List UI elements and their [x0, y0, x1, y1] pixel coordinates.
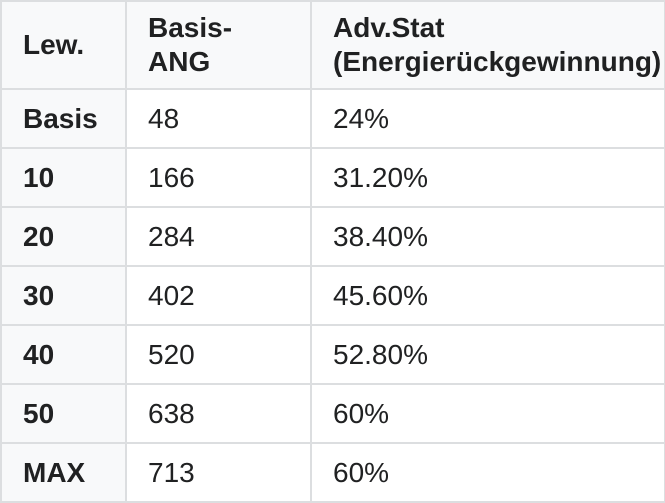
- cell-level: MAX: [0, 442, 127, 503]
- cell-level: 50: [0, 383, 127, 444]
- cell-level: 40: [0, 324, 127, 385]
- table-row: 40 520 52.80%: [0, 324, 665, 385]
- table-row: 50 638 60%: [0, 383, 665, 444]
- cell-basis-ang: 713: [125, 442, 312, 503]
- cell-basis-ang: 402: [125, 265, 312, 326]
- table-header-row: Lew. Basis-ANG Adv.Stat (Energierückgewi…: [0, 0, 665, 90]
- cell-basis-ang: 48: [125, 88, 312, 149]
- cell-level: 10: [0, 147, 127, 208]
- col-header-basis-ang: Basis-ANG: [125, 0, 312, 90]
- col-header-level: Lew.: [0, 0, 127, 90]
- cell-adv-stat: 60%: [310, 442, 665, 503]
- table-row: 10 166 31.20%: [0, 147, 665, 208]
- cell-level: Basis: [0, 88, 127, 149]
- cell-basis-ang: 638: [125, 383, 312, 444]
- cell-adv-stat: 60%: [310, 383, 665, 444]
- cell-basis-ang: 166: [125, 147, 312, 208]
- cell-adv-stat: 52.80%: [310, 324, 665, 385]
- cell-adv-stat: 31.20%: [310, 147, 665, 208]
- cell-basis-ang: 520: [125, 324, 312, 385]
- table-row: 30 402 45.60%: [0, 265, 665, 326]
- table-row: MAX 713 60%: [0, 442, 665, 503]
- cell-adv-stat: 24%: [310, 88, 665, 149]
- col-header-adv-stat: Adv.Stat (Energierückgewinnung): [310, 0, 665, 90]
- table-row: 20 284 38.40%: [0, 206, 665, 267]
- cell-level: 30: [0, 265, 127, 326]
- cell-basis-ang: 284: [125, 206, 312, 267]
- cell-adv-stat: 38.40%: [310, 206, 665, 267]
- cell-level: 20: [0, 206, 127, 267]
- table-row: Basis 48 24%: [0, 88, 665, 149]
- cell-adv-stat: 45.60%: [310, 265, 665, 326]
